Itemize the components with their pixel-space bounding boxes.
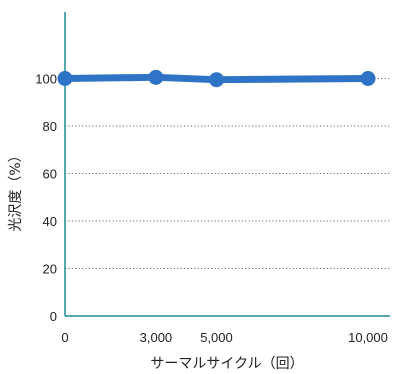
y-tick-label-40: 40 — [43, 214, 57, 229]
y-tick-labels: 0 20 40 60 80 100 — [35, 72, 57, 325]
y-tick-label-20: 20 — [43, 262, 57, 277]
y-tick-label-80: 80 — [43, 119, 57, 134]
x-tick-label-2: 5,000 — [200, 330, 233, 345]
data-point-3 — [360, 71, 376, 86]
x-tick-label-0: 0 — [61, 330, 68, 345]
y-tick-label-100: 100 — [35, 72, 57, 87]
y-tick-label-60: 60 — [43, 167, 57, 182]
x-tick-label-1: 3,000 — [140, 330, 173, 345]
series — [57, 69, 376, 88]
x-axis-title: サーマルサイクル（回） — [150, 356, 303, 372]
x-tick-labels: 0 3,000 5,000 10,000 — [61, 330, 388, 345]
data-point-1 — [148, 69, 164, 85]
data-point-0 — [57, 71, 73, 86]
axes — [64, 12, 390, 317]
grid-lines — [65, 78, 390, 269]
x-tick-label-3: 10,000 — [348, 330, 388, 345]
series-line-0 — [61, 73, 372, 84]
data-point-2 — [209, 72, 224, 88]
y-axis-title: 光沢度（%） — [8, 148, 24, 231]
y-tick-label-0: 0 — [50, 309, 57, 324]
